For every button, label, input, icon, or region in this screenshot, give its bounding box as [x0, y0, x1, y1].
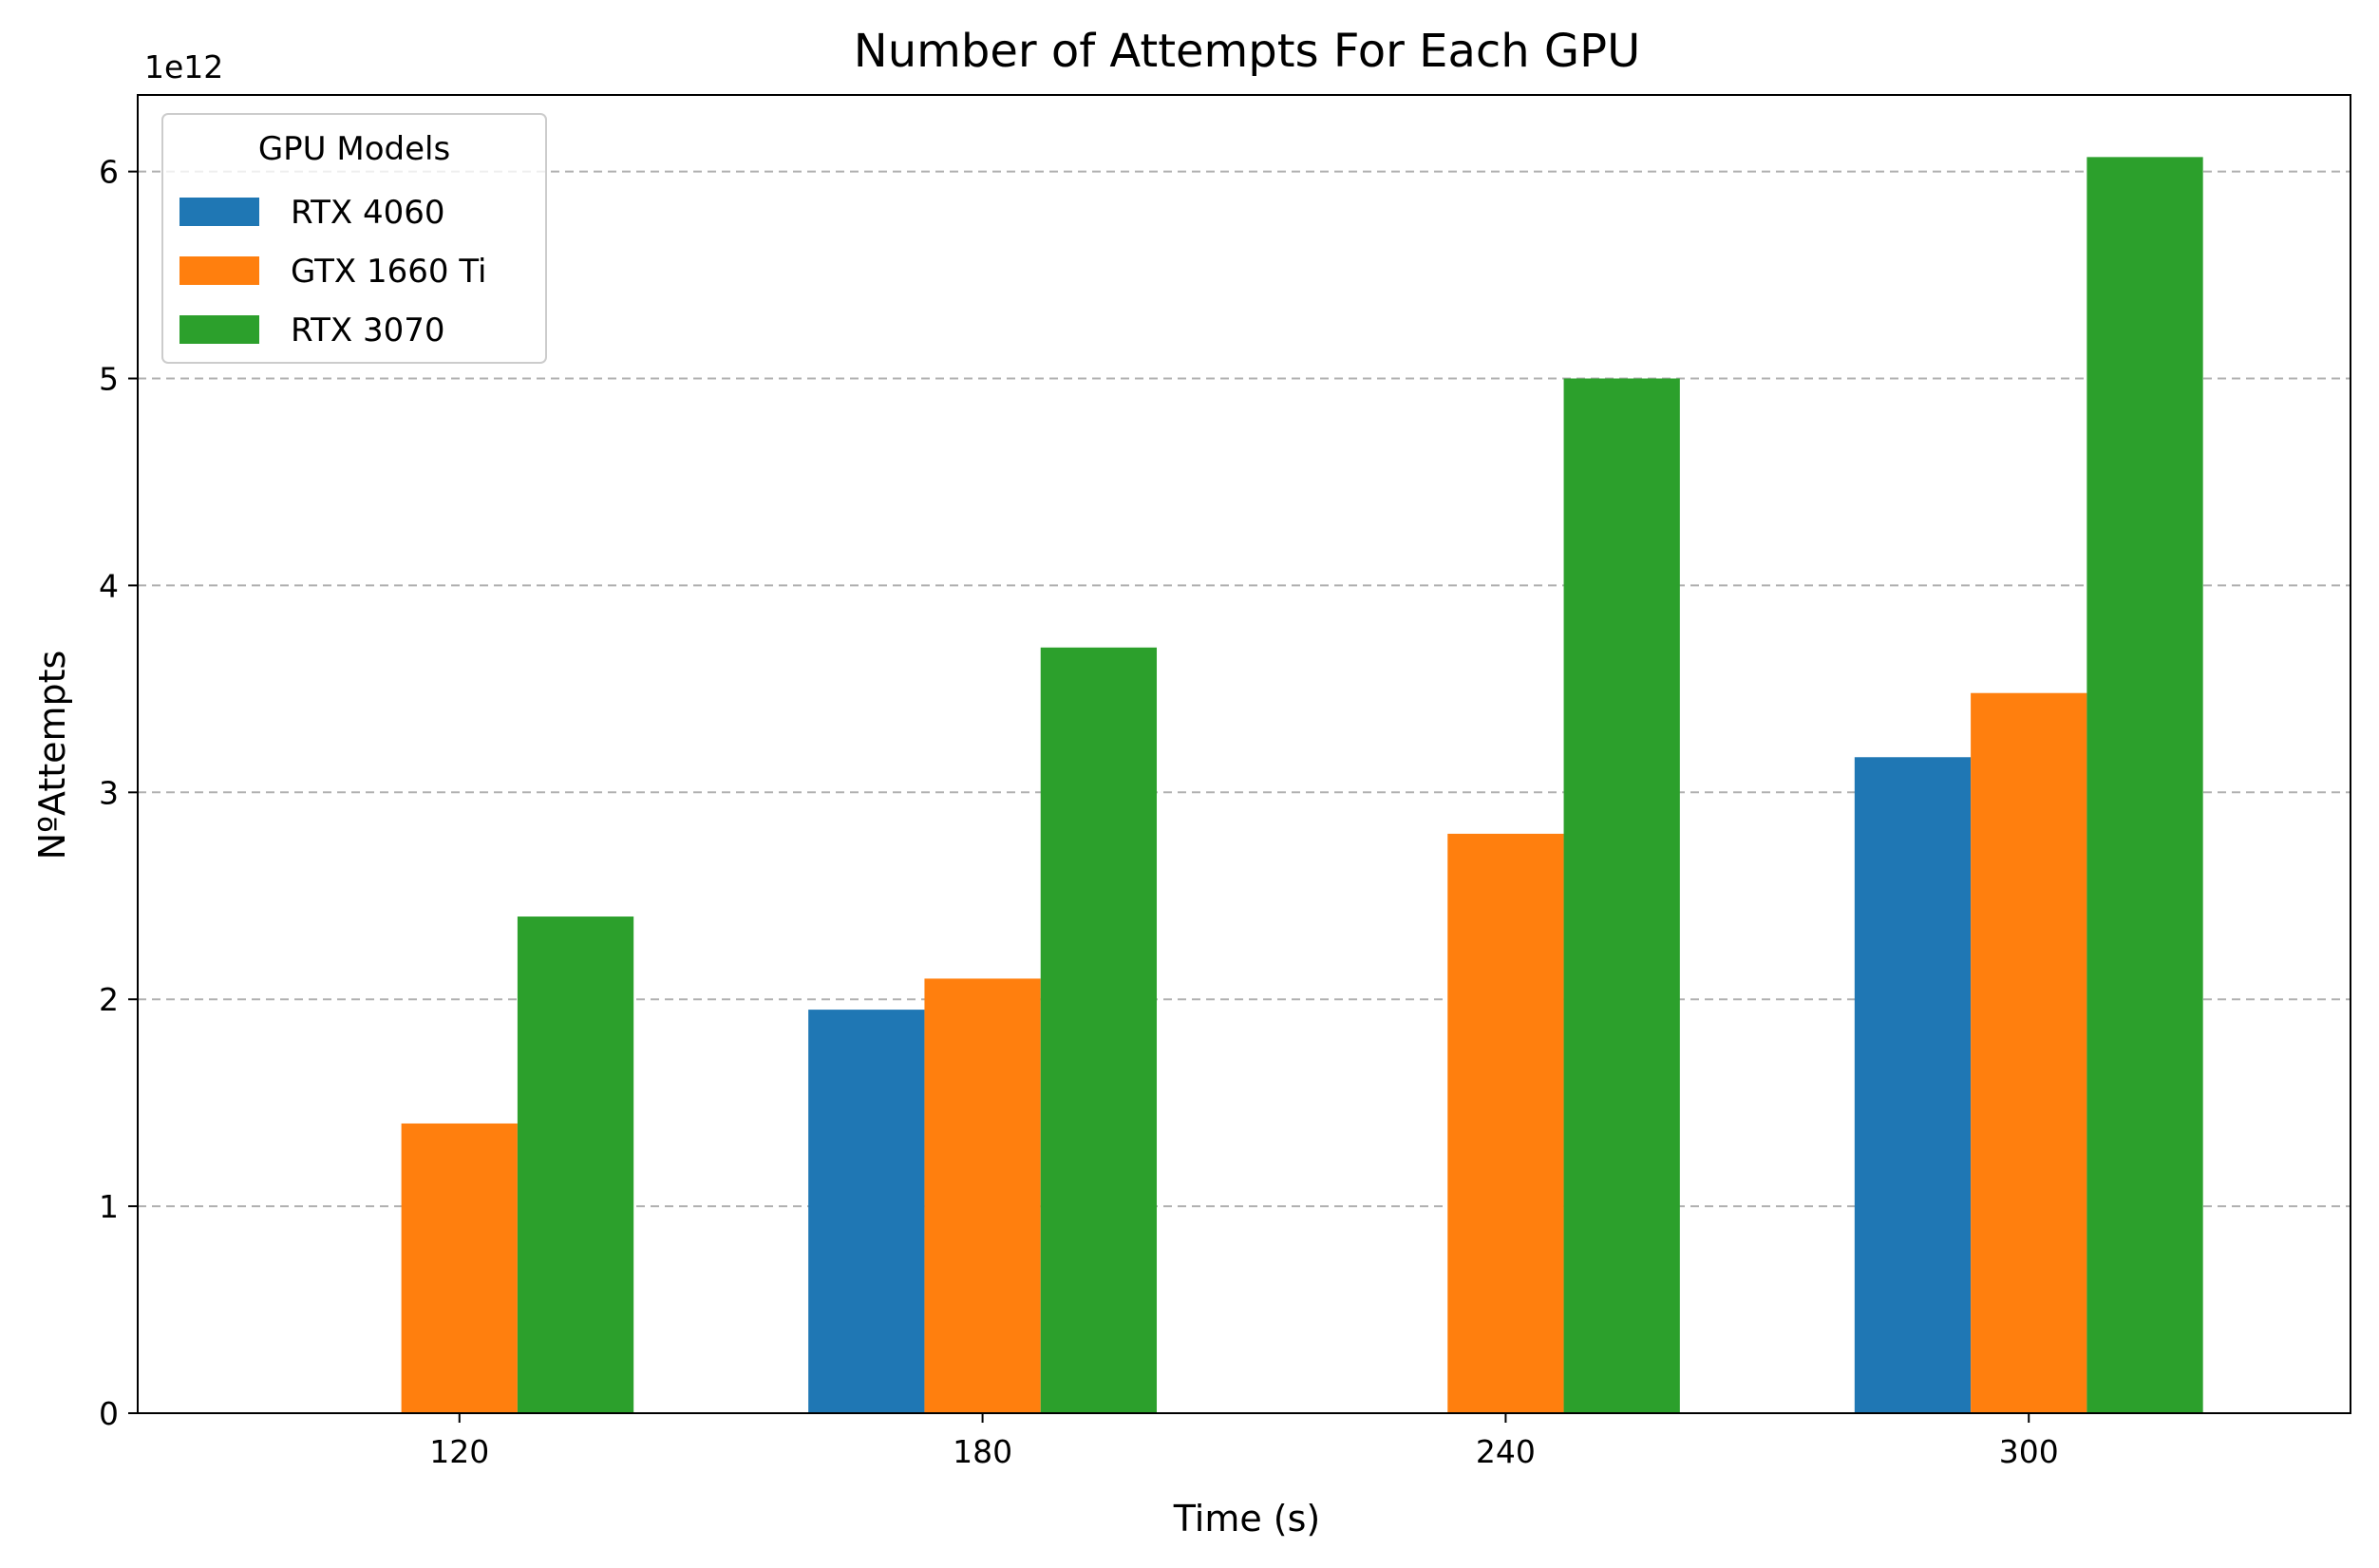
- y-axis-label: NºAttempts: [31, 651, 73, 860]
- x-tick-label: 180: [953, 1433, 1012, 1470]
- legend: GPU Models RTX 4060 GTX 1660 Ti RTX 3070: [161, 113, 547, 364]
- legend-label: GTX 1660 Ti: [291, 253, 487, 291]
- bar-rtx-4060-300: [1854, 757, 1972, 1413]
- x-tick-label: 120: [429, 1433, 489, 1470]
- bar-gtx-1660-ti-120: [401, 1123, 518, 1413]
- legend-box: [161, 113, 547, 364]
- x-axis-label: Time (s): [1173, 1498, 1321, 1540]
- x-tick-label: 240: [1476, 1433, 1536, 1470]
- bar-gtx-1660-ti-180: [924, 978, 1041, 1413]
- bar-gtx-1660-ti-300: [1971, 692, 2087, 1413]
- y-tick-label: 4: [99, 567, 119, 604]
- bar-rtx-4060-180: [808, 1010, 925, 1413]
- legend-swatch: [179, 198, 259, 226]
- legend-swatch: [179, 256, 259, 285]
- y-axis-offset-label: 1e12: [144, 48, 223, 85]
- legend-label: RTX 4060: [291, 194, 445, 232]
- plot-frame: [137, 94, 2351, 1414]
- legend-title: GPU Models: [258, 130, 450, 168]
- legend-swatch: [179, 315, 259, 344]
- bar-rtx-3070-240: [1563, 378, 1680, 1413]
- y-tick-label: 3: [99, 774, 119, 811]
- x-tick-label: 300: [1999, 1433, 2059, 1470]
- y-tick-label: 1: [99, 1188, 119, 1225]
- bar-gtx-1660-ti-240: [1447, 833, 1564, 1413]
- y-tick-label: 0: [99, 1395, 119, 1432]
- chart-title: Number of Attempts For Each GPU: [854, 25, 1640, 78]
- y-axis-ticks: 0 1 2 3 4 5 6: [99, 154, 138, 1432]
- legend-label: RTX 3070: [291, 312, 445, 349]
- bar-rtx-3070-300: [2086, 157, 2203, 1414]
- bar-rtx-3070-180: [1040, 647, 1158, 1413]
- y-tick-label: 2: [99, 981, 119, 1018]
- y-tick-label: 6: [99, 154, 119, 191]
- x-axis-ticks: 120 180 240 300: [429, 1413, 2059, 1470]
- y-tick-label: 5: [99, 361, 119, 398]
- bar-rtx-3070-120: [517, 916, 634, 1413]
- bars: [401, 157, 2203, 1414]
